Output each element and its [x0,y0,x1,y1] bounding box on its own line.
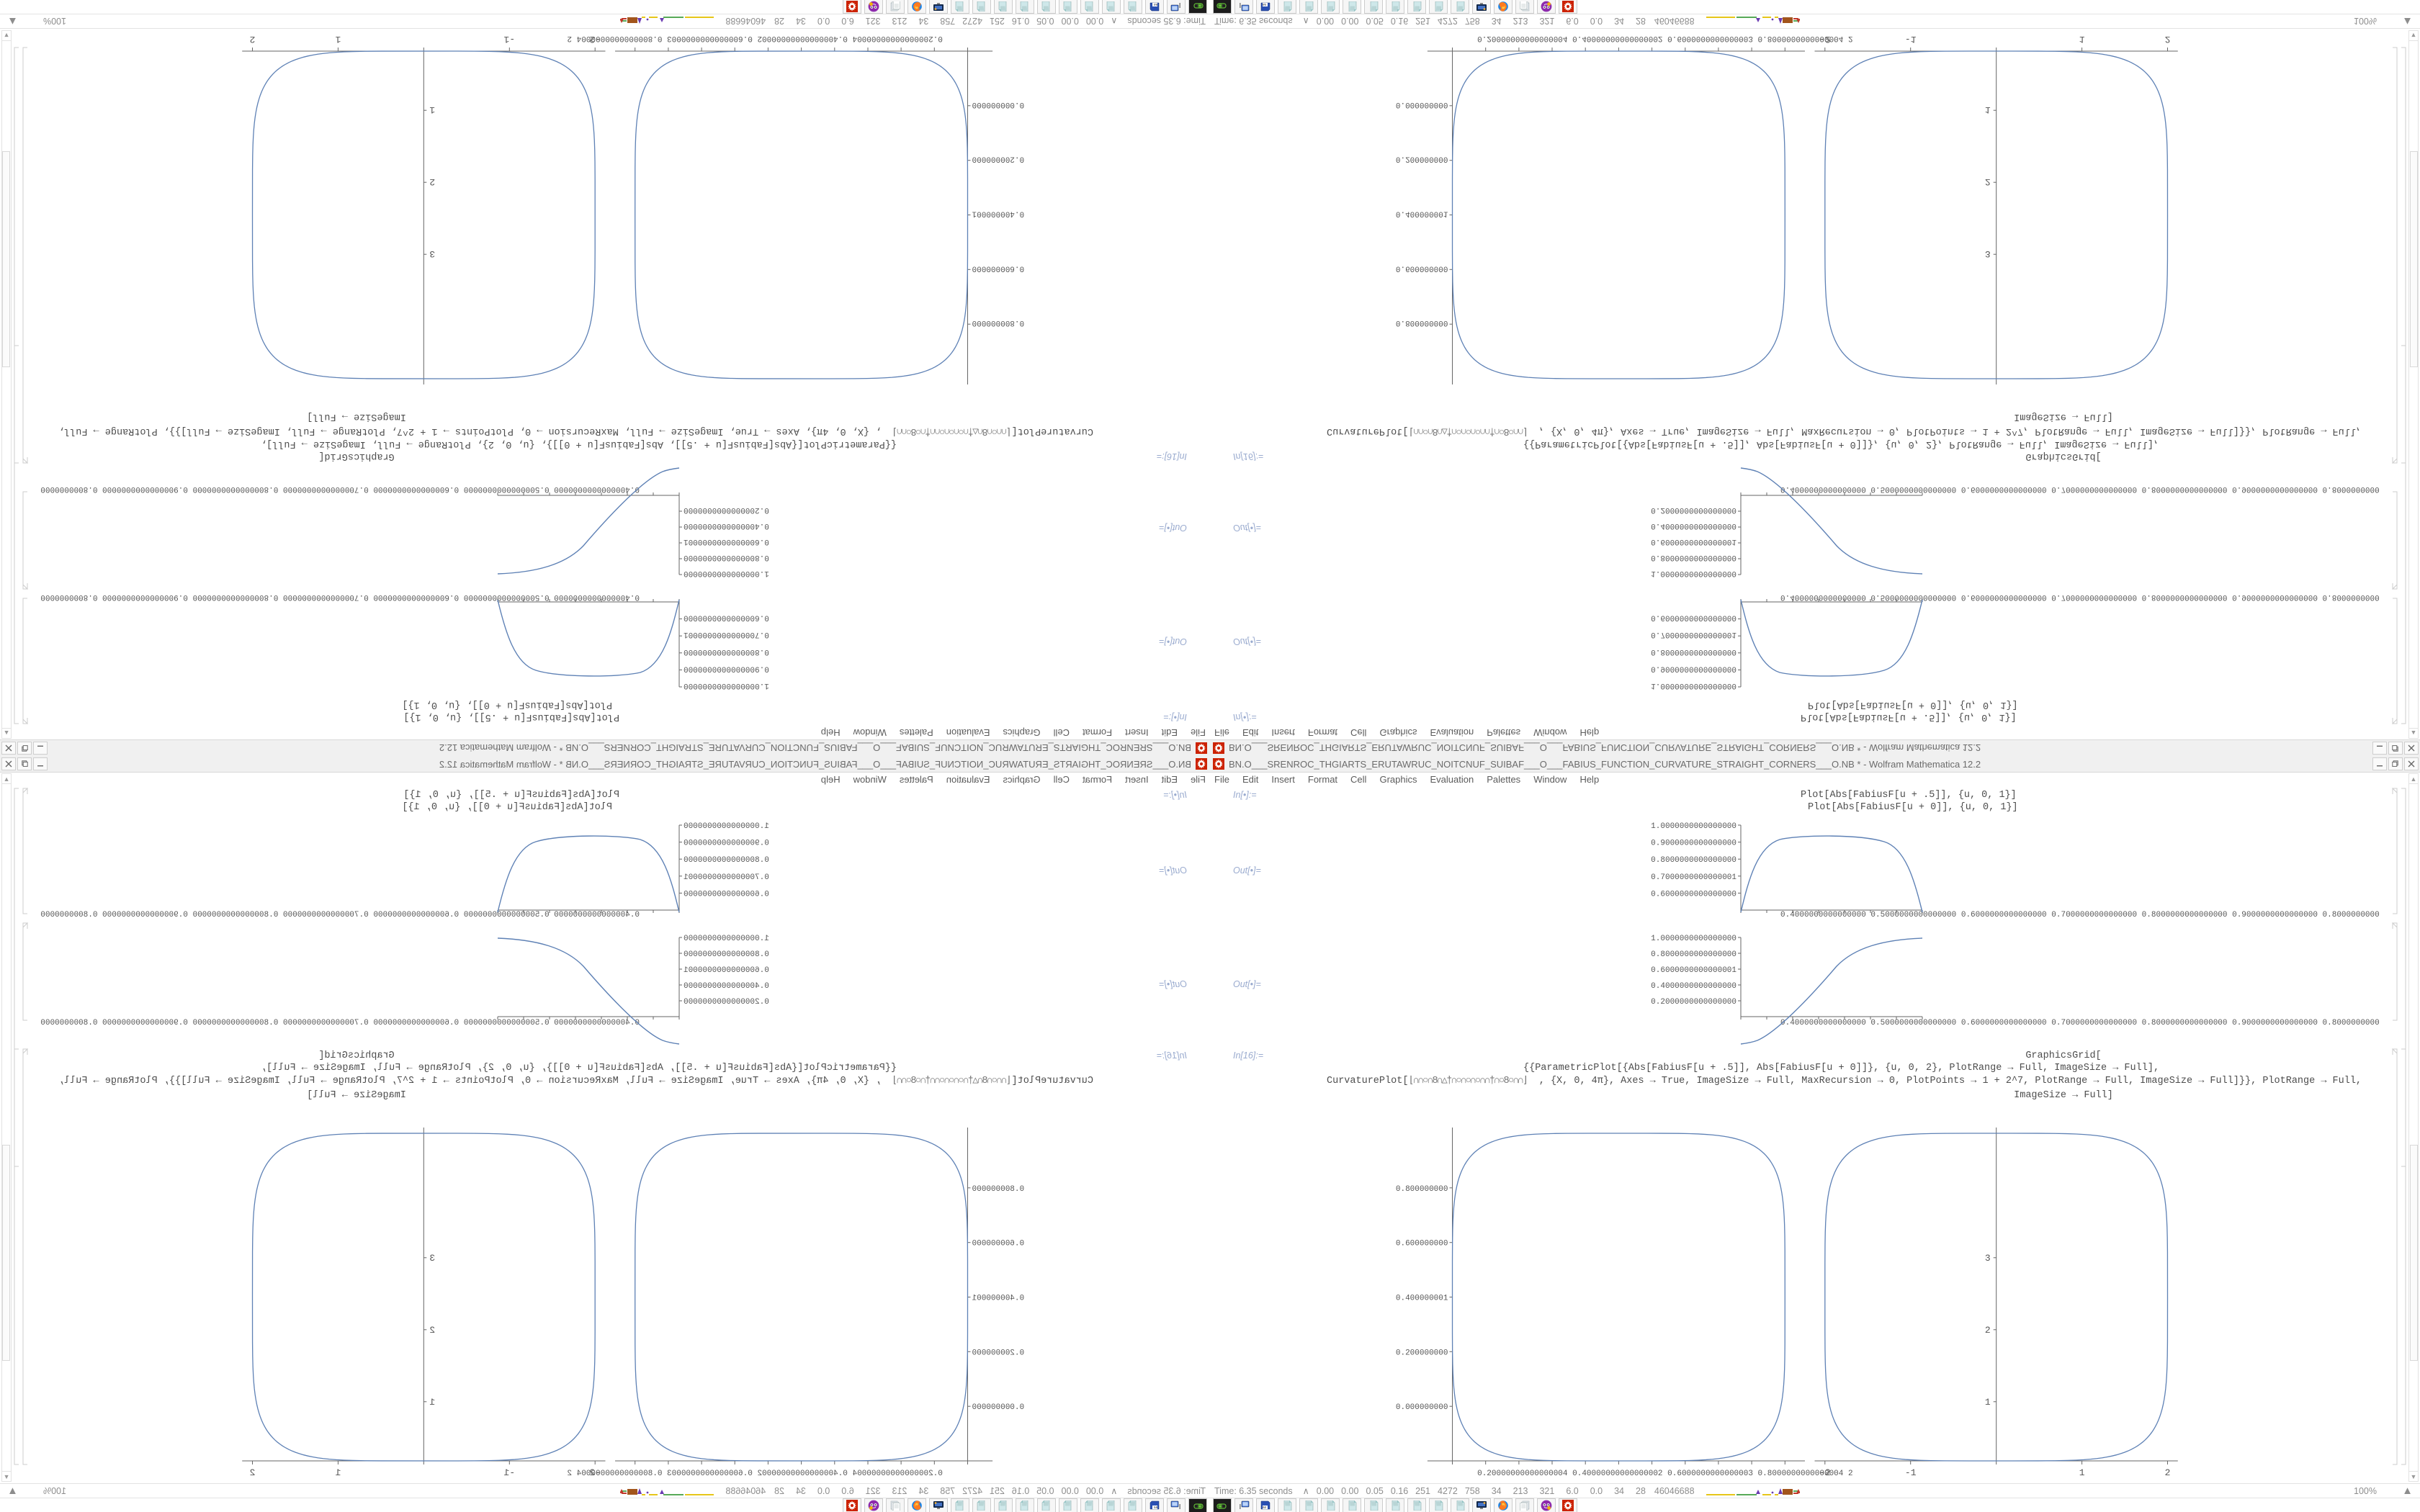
svg-text:0.600000000: 0.600000000 [1396,264,1448,272]
svg-text:1: 1 [1985,104,1991,115]
svg-text:0.20000000000000004 0.40000000: 0.20000000000000004 0.40000000000000002 … [567,34,943,42]
svg-text:-1: -1 [503,1467,515,1478]
svg-text:64: 64 [1263,3,1266,6]
svg-text:0.600000000: 0.600000000 [972,1240,1025,1248]
svg-text:64: 64 [1263,1506,1266,1509]
svg-text:2: 2 [250,34,256,45]
svg-text:0.600000000: 0.600000000 [972,264,1025,272]
svg-text:0.200000000: 0.200000000 [972,155,1025,163]
svg-text:0.800000000: 0.800000000 [1396,1185,1448,1194]
svg-text:0.200000000: 0.200000000 [972,1349,1025,1357]
svg-text:3: 3 [429,248,435,259]
svg-text:1: 1 [1985,1397,1991,1408]
svg-text:1: 1 [2079,34,2085,45]
svg-text:2: 2 [1985,176,1991,187]
svg-text:0.20000000000000004 0.40000000: 0.20000000000000004 0.40000000000000002 … [1477,34,1853,42]
svg-text:0.400000001: 0.400000001 [972,210,1024,218]
svg-text:2: 2 [2165,1467,2171,1478]
svg-text:2: 2 [1985,1325,1991,1336]
svg-text:3: 3 [1985,248,1991,259]
svg-text:-1: -1 [1905,34,1917,45]
svg-text:0.200000000: 0.200000000 [1396,155,1448,163]
svg-text:1: 1 [335,1467,341,1478]
svg-text:-2: -2 [589,34,601,45]
svg-text:0.400000001: 0.400000001 [1396,1295,1448,1303]
svg-text:-2: -2 [589,1467,601,1478]
svg-text:0.600000000: 0.600000000 [1396,1240,1448,1248]
svg-text:2: 2 [429,1325,435,1336]
svg-text:1: 1 [335,34,341,45]
svg-text:0.000000000: 0.000000000 [972,1403,1025,1412]
svg-text:0.20000000000000004 0.40000000: 0.20000000000000004 0.40000000000000002 … [567,1470,943,1478]
svg-text:64: 64 [1154,1506,1157,1509]
svg-text:1: 1 [429,104,435,115]
svg-text:2: 2 [2165,34,2171,45]
svg-text:0.800000000: 0.800000000 [972,318,1025,327]
svg-text:1: 1 [429,1397,435,1408]
svg-text:2: 2 [429,176,435,187]
svg-text:64: 64 [1154,3,1157,6]
svg-text:-1: -1 [503,34,515,45]
svg-text:1: 1 [2079,1467,2085,1478]
svg-text:3: 3 [1985,1253,1991,1264]
svg-text:0.200000000: 0.200000000 [1396,1349,1448,1357]
svg-text:-2: -2 [1819,34,1831,45]
svg-text:0.000000000: 0.000000000 [1396,1403,1448,1412]
svg-text:3: 3 [429,1253,435,1264]
svg-text:0.000000000: 0.000000000 [972,100,1025,109]
svg-text:0.400000001: 0.400000001 [1396,210,1448,218]
svg-text:0.000000000: 0.000000000 [1396,100,1448,109]
svg-text:0.800000000: 0.800000000 [972,1185,1025,1194]
svg-text:-2: -2 [1819,1467,1831,1478]
svg-text:2: 2 [250,1467,256,1478]
svg-text:-1: -1 [1905,1467,1917,1478]
svg-text:0.20000000000000004 0.40000000: 0.20000000000000004 0.40000000000000002 … [1477,1470,1853,1478]
svg-text:0.400000001: 0.400000001 [972,1295,1024,1303]
svg-text:0.800000000: 0.800000000 [1396,318,1448,327]
